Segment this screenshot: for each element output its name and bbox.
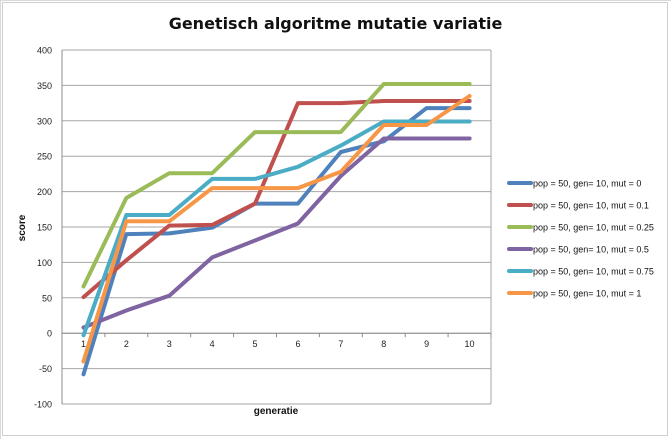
legend-label-2: pop = 50, gen= 10, mut = 0.1 bbox=[533, 201, 649, 211]
legend-label-6: pop = 50, gen= 10, mut = 1 bbox=[533, 289, 641, 299]
legend-label-4: pop = 50, gen= 10, mut = 0.5 bbox=[533, 245, 649, 255]
x-tick-label: 2 bbox=[124, 339, 129, 349]
x-tick-label: 10 bbox=[465, 339, 475, 349]
y-tick-label: 200 bbox=[37, 187, 52, 197]
x-tick-label: 3 bbox=[167, 339, 172, 349]
x-tick-label: 8 bbox=[381, 339, 386, 349]
x-axis-label: generatie bbox=[254, 406, 299, 417]
x-tick-label: 4 bbox=[210, 339, 215, 349]
legend-label-1: pop = 50, gen= 10, mut = 0 bbox=[533, 179, 641, 189]
y-tick-label: 0 bbox=[47, 329, 52, 339]
legend-label-3: pop = 50, gen= 10, mut = 0.25 bbox=[533, 223, 654, 233]
y-tick-label: 50 bbox=[42, 293, 52, 303]
y-tick-label: 400 bbox=[37, 46, 52, 56]
x-tick-label: 1 bbox=[81, 339, 86, 349]
series-line-4 bbox=[81, 136, 472, 330]
series-line-2 bbox=[81, 99, 472, 300]
x-tick-label: 9 bbox=[424, 339, 429, 349]
series-line-5 bbox=[81, 119, 472, 338]
legend-label-5: pop = 50, gen= 10, mut = 0.75 bbox=[533, 267, 654, 277]
chart-title: Genetisch algoritme mutatie variatie bbox=[168, 14, 503, 33]
y-tick-label: 250 bbox=[37, 152, 52, 162]
y-tick-label: 100 bbox=[37, 258, 52, 268]
y-tick-label: 150 bbox=[37, 223, 52, 233]
y-axis-label: score bbox=[17, 214, 28, 241]
x-tick-label: 7 bbox=[338, 339, 343, 349]
y-tick-label: 300 bbox=[37, 116, 52, 126]
y-tick-label: -100 bbox=[34, 400, 52, 410]
y-tick-label: 350 bbox=[37, 81, 52, 91]
x-tick-label: 6 bbox=[295, 339, 300, 349]
series-line-6 bbox=[81, 94, 472, 364]
x-tick-label: 5 bbox=[253, 339, 258, 349]
y-tick-label: -50 bbox=[39, 364, 52, 374]
series-line-3 bbox=[81, 82, 472, 289]
